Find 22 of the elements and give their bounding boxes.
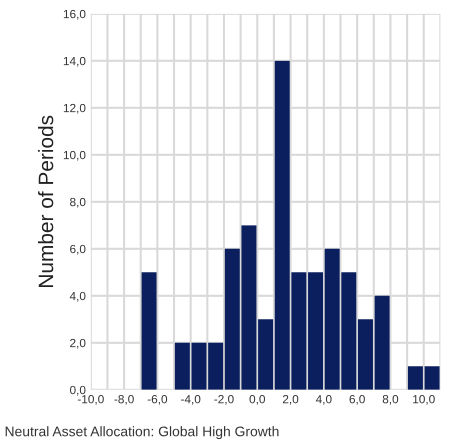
y-tick-label: 4,0 bbox=[70, 292, 86, 302]
x-tick-label: -10,0 bbox=[78, 394, 104, 405]
x-tick-label: -4,0 bbox=[181, 394, 200, 405]
x-tick-label: -8,0 bbox=[114, 394, 134, 405]
y-tick-label: 2,0 bbox=[70, 338, 86, 349]
text: Neutral Asset Allocation: Global High Growth bbox=[6, 426, 278, 440]
y-tick-label: 16,0 bbox=[64, 10, 86, 20]
y-tick-label: 14,0 bbox=[64, 56, 86, 67]
x-tick-label: -6,0 bbox=[148, 394, 168, 405]
x-tick-label: 10,0 bbox=[413, 394, 435, 405]
x-tick-label: 8,0 bbox=[382, 394, 398, 405]
y-tick-label: 8,0 bbox=[70, 198, 86, 208]
y-tick-label: 10,0 bbox=[64, 150, 86, 161]
x-tick-label: 6,0 bbox=[350, 394, 365, 405]
y-tick-label: 6,0 bbox=[70, 244, 86, 255]
y-tick-label: 0,0 bbox=[70, 386, 86, 396]
y-axis-title: Number of Periods bbox=[38, 116, 54, 287]
x-tick-label: 4,0 bbox=[316, 394, 332, 405]
x-tick-label: -2,0 bbox=[214, 394, 234, 405]
y-tick-label: 12,0 bbox=[64, 104, 86, 114]
x-tick-label: 2,0 bbox=[282, 394, 298, 405]
x-tick-label: 0,0 bbox=[250, 394, 266, 405]
